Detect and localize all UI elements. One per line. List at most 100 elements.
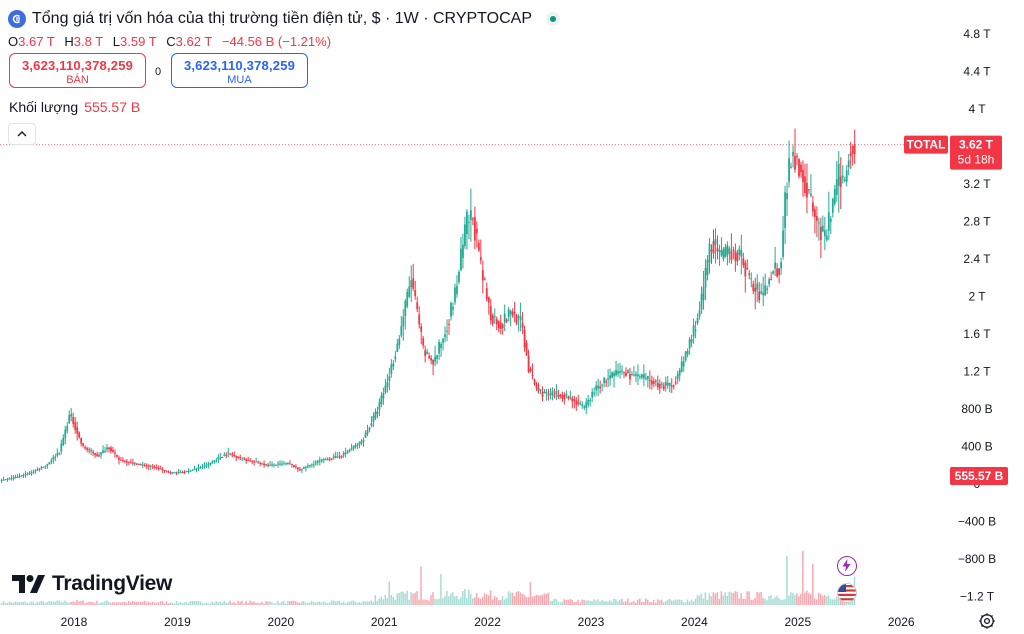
candle-body — [120, 459, 122, 461]
candle-body — [0, 479, 3, 481]
volume-bar — [304, 602, 307, 605]
candle-body — [475, 228, 478, 234]
market-status-icon[interactable] — [545, 12, 560, 26]
volume-bar — [133, 601, 136, 605]
candle-body — [396, 343, 399, 353]
candle-body — [593, 392, 596, 394]
time-axis-label: 2026 — [888, 615, 915, 629]
candle-body — [804, 176, 806, 193]
settings-gear-icon[interactable] — [978, 612, 996, 630]
volume-bar — [758, 592, 760, 605]
candle-body — [149, 465, 152, 467]
candle-body — [668, 383, 671, 386]
volume-bar — [386, 598, 388, 605]
candle-body — [10, 477, 13, 479]
candle-body — [692, 325, 695, 337]
lightning-button[interactable] — [837, 556, 857, 576]
candle-body — [726, 244, 729, 256]
volume-bar — [565, 600, 567, 605]
candle-body — [338, 456, 341, 458]
spread-value: 0 — [155, 66, 162, 78]
volume-bar — [780, 599, 782, 605]
candle-body — [483, 279, 486, 281]
volume-bar — [408, 599, 410, 605]
price-axis-label: 3.2 T — [963, 177, 991, 191]
collapse-legend-button[interactable] — [8, 123, 36, 145]
candle-body — [537, 388, 540, 391]
candle-body — [666, 382, 669, 386]
candle-body — [257, 462, 260, 464]
volume-bar — [821, 595, 824, 605]
buy-button[interactable]: 3,623,110,378,259 MUA — [171, 53, 308, 88]
volume-bar — [692, 601, 695, 605]
candle-body — [197, 467, 200, 469]
volume-bar — [539, 595, 542, 605]
candle-body — [394, 356, 397, 360]
series-name-label: TOTAL — [907, 138, 946, 152]
tradingview-logo[interactable]: TradingView — [12, 572, 172, 596]
volume-bar — [509, 592, 512, 605]
candle-body — [215, 460, 218, 462]
candle-body — [706, 260, 709, 276]
volume-bar — [70, 601, 72, 605]
candle-body — [354, 445, 357, 448]
candle-body — [525, 342, 528, 356]
chart-title[interactable]: Tổng giá trị vốn hóa của thị trường tiền… — [32, 10, 532, 27]
sell-button[interactable]: 3,623,110,378,259 BÁN — [9, 53, 146, 88]
candle-body — [780, 262, 782, 269]
volume-bar — [300, 601, 303, 605]
volume-bar — [452, 592, 454, 605]
candle-body — [18, 476, 21, 478]
candle-body — [253, 461, 256, 463]
volume-bar — [583, 599, 585, 605]
volume-bar — [446, 590, 448, 605]
candle-body — [40, 467, 43, 469]
candle-body — [710, 249, 713, 252]
last-price-tag — [950, 135, 1002, 170]
volume-bar — [414, 592, 416, 605]
time-axis-label: 2022 — [474, 615, 501, 629]
candle-body — [778, 268, 781, 276]
volume-bar — [706, 599, 709, 605]
candle-body — [398, 338, 401, 345]
price-axis-label: 400 B — [961, 440, 992, 454]
candle-body — [676, 374, 679, 379]
candle-body — [468, 221, 470, 223]
volume-bar — [96, 600, 98, 605]
candle-body — [650, 380, 653, 385]
candle-body — [400, 325, 403, 336]
volume-bar — [209, 603, 212, 605]
volume-bar — [700, 593, 703, 605]
volume-bar — [609, 600, 611, 605]
candle-body — [332, 456, 335, 458]
candle-body — [127, 461, 130, 463]
volume-bar — [360, 602, 363, 605]
candle-body — [839, 176, 842, 187]
candle-body — [151, 466, 154, 468]
volume-bar — [137, 602, 140, 605]
us-flag-button[interactable] — [837, 583, 857, 603]
volume-bar — [436, 599, 438, 605]
volume-bar — [698, 595, 701, 605]
symbol-icon[interactable] — [8, 10, 26, 28]
candle-body — [106, 447, 108, 450]
volume-bar — [402, 591, 404, 605]
volume-bar — [810, 594, 812, 605]
volume-bar — [420, 566, 422, 605]
volume-bar — [549, 601, 552, 605]
candle-body — [519, 316, 522, 321]
volume-bar — [718, 599, 721, 605]
candle-body — [297, 467, 299, 470]
candle-body — [118, 457, 120, 460]
volume-bar — [740, 593, 742, 605]
candle-body — [245, 459, 248, 461]
volume-bar — [642, 601, 645, 605]
volume-bar — [291, 600, 293, 605]
volume-bar — [404, 593, 406, 605]
volume-bar — [567, 599, 569, 605]
volume-bar — [680, 600, 683, 605]
volume-bar — [682, 602, 685, 605]
candle-body — [88, 449, 91, 451]
candle-body — [22, 475, 25, 477]
